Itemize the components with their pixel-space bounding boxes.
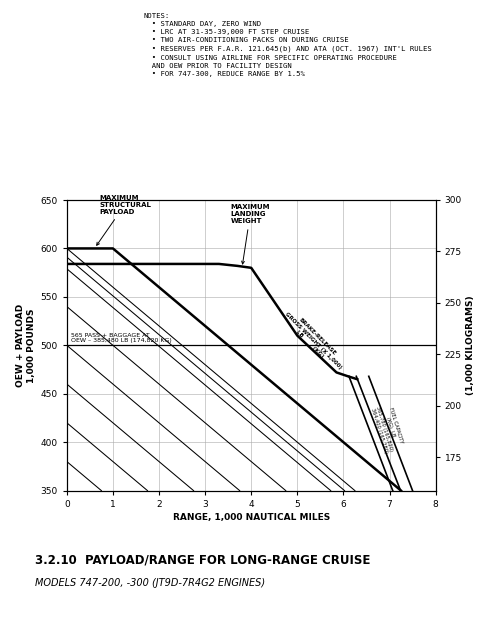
Text: MAXIMUM
LANDING
WEIGHT: MAXIMUM LANDING WEIGHT [231, 204, 270, 264]
Text: 3.2.10  PAYLOAD/RANGE FOR LONG-RANGE CRUISE: 3.2.10 PAYLOAD/RANGE FOR LONG-RANGE CRUI… [35, 553, 370, 566]
Text: BRAKE-RELEASE
GROSS WEIGHT (X 1,000)
LB        (KG): BRAKE-RELEASE GROSS WEIGHT (X 1,000) LB … [280, 307, 347, 374]
Text: FUEL CAPACITY
(KG)  LB
365,780 (165,820)
364,400 (165,280): FUEL CAPACITY (KG) LB 365,780 (165,820) … [370, 402, 405, 453]
Text: NOTES:
  • STANDARD DAY, ZERO WIND
  • LRC AT 31-35-39,000 FT STEP CRUISE
  • TW: NOTES: • STANDARD DAY, ZERO WIND • LRC A… [143, 12, 432, 77]
Text: 565 PASS + BAGGAGE AT
OEW – 385,480 LB (174,820 KG): 565 PASS + BAGGAGE AT OEW – 385,480 LB (… [70, 332, 171, 343]
Text: MODELS 747-200, -300 (JT9D-7R4G2 ENGINES): MODELS 747-200, -300 (JT9D-7R4G2 ENGINES… [35, 578, 265, 588]
Y-axis label: (1,000 KILOGRAMS): (1,000 KILOGRAMS) [466, 296, 475, 395]
Y-axis label: OEW + PAYLOAD
1,000 POUNDS: OEW + PAYLOAD 1,000 POUNDS [15, 304, 36, 387]
X-axis label: RANGE, 1,000 NAUTICAL MILES: RANGE, 1,000 NAUTICAL MILES [173, 513, 330, 522]
Text: MAXIMUM
STRUCTURAL
PAYLOAD: MAXIMUM STRUCTURAL PAYLOAD [97, 194, 151, 245]
